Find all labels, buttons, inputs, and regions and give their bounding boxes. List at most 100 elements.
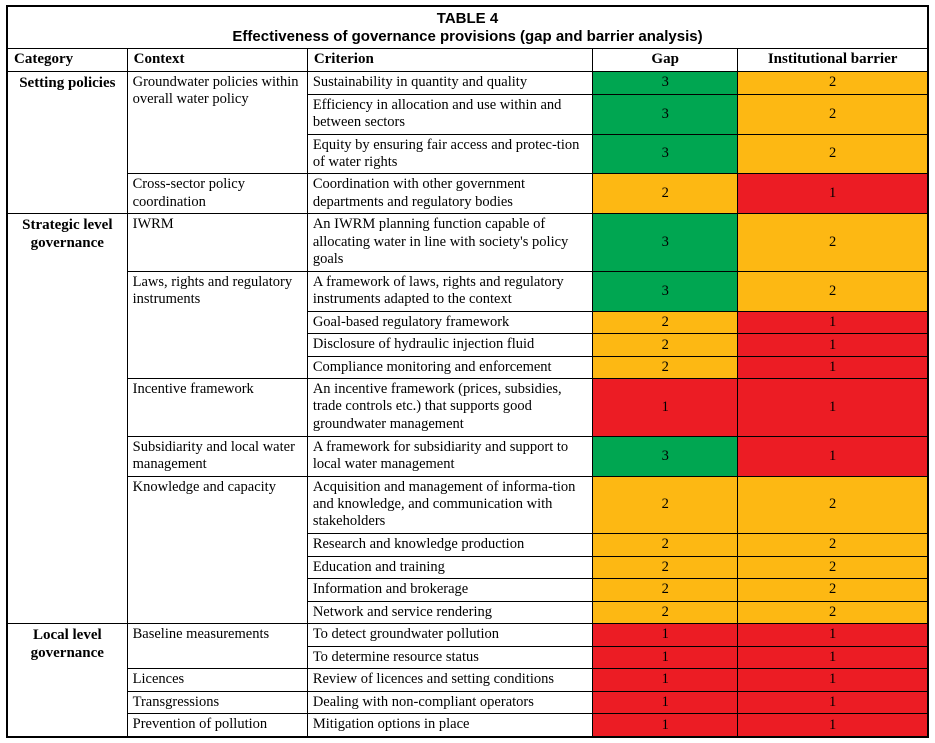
criterion-cell: Information and brokerage (306, 578, 594, 602)
table-row: Strategic level governance IWRM An IWRM pl… (6, 213, 929, 625)
institutional-barrier-score-cell: 2 (737, 555, 929, 580)
table-row: Laws, rights and regulatory instruments A… (7, 270, 929, 380)
table-row: Setting policies Groundwater policies wit… (6, 71, 929, 215)
table-number: TABLE 4 (436, 10, 499, 27)
gap-score-cell: 3 (592, 133, 739, 175)
table-row: Transgressions Dealing with non-compliant… (7, 690, 929, 715)
context-cell: IWRM (126, 213, 308, 272)
gap-score-cell: 1 (592, 713, 739, 738)
institutional-barrier-score-cell: 2 (737, 533, 929, 557)
institutional-barrier-score-cell: 1 (737, 435, 929, 477)
category-cell: Local level governance (6, 623, 128, 738)
context-cell: Laws, rights and regulatory instruments (126, 270, 308, 380)
category-cell: Setting policies (6, 71, 128, 215)
institutional-barrier-score-cell: 2 (737, 475, 929, 535)
gap-score-cell: 1 (592, 623, 739, 647)
table-body: Setting policies Groundwater policies wit… (6, 71, 929, 738)
criterion-cell: Network and service rendering (306, 600, 594, 625)
criterion-cell: Education and training (306, 555, 594, 580)
criterion-cell: Mitigation options in place (306, 713, 594, 738)
gap-score-cell: 3 (592, 213, 739, 272)
gap-score-cell: 2 (592, 555, 739, 580)
table-row: Subsidiarity and local water management A… (7, 435, 929, 477)
col-header-context: Context (126, 48, 308, 73)
criterion-cell: Disclosure of hydraulic injection fluid (306, 333, 594, 357)
gap-score-cell: 1 (592, 668, 739, 692)
gap-score-cell: 1 (592, 378, 739, 437)
table-title: Effectiveness of governance provisions (… (232, 27, 703, 45)
institutional-barrier-score-cell: 1 (737, 713, 929, 738)
table-row: Network and service rendering 2 2 (7, 600, 929, 625)
criterion-cell: Review of licences and setting condition… (306, 668, 594, 692)
institutional-barrier-score-cell: 2 (737, 270, 929, 312)
context-cell: Groundwater policies within overall wate… (126, 71, 308, 175)
table-row: Incentive framework An incentive framewor… (7, 378, 929, 437)
category-cell: Strategic level governance (6, 213, 128, 625)
institutional-barrier-score-cell: 1 (737, 668, 929, 692)
institutional-barrier-score-cell: 2 (737, 213, 929, 272)
table-row: To determine resource status 1 1 (7, 645, 929, 670)
table-row: Licences Review of licences and setting c… (7, 668, 929, 692)
criterion-cell: Goal-based regulatory framework (306, 310, 594, 335)
gap-score-cell: 3 (592, 93, 739, 135)
criterion-cell: A framework of laws, rights and regulato… (306, 270, 594, 312)
gap-score-cell: 2 (592, 310, 739, 335)
criterion-cell: Sustainability in quantity and quality (306, 71, 594, 95)
context-cell: Cross-sector policy coordination (126, 173, 308, 215)
gap-score-cell: 3 (592, 270, 739, 312)
col-header-category: Category (6, 48, 128, 73)
gap-score-cell: 2 (592, 173, 739, 215)
context-cell: Incentive framework (126, 378, 308, 437)
gap-score-cell: 3 (592, 435, 739, 477)
context-cell: Knowledge and capacity (126, 475, 308, 625)
criterion-cell: Coordination with other government depar… (306, 173, 594, 215)
institutional-barrier-score-cell: 2 (737, 93, 929, 135)
institutional-barrier-score-cell: 1 (737, 310, 929, 335)
col-header-gap: Gap (592, 48, 739, 73)
gap-score-cell: 2 (592, 333, 739, 357)
criterion-cell: An incentive framework (prices, subsidie… (306, 378, 594, 437)
context-cell: Baseline measurements (126, 623, 308, 670)
gap-score-cell: 1 (592, 645, 739, 670)
context-cell: Licences (126, 668, 308, 692)
criterion-cell: A framework for subsidiarity and support… (306, 435, 594, 477)
institutional-barrier-score-cell: 1 (737, 645, 929, 670)
table-row: Equity by ensuring fair access and prote… (7, 133, 929, 175)
col-header-institutional-barrier: Institutional barrier (737, 48, 929, 73)
table-row: Efficiency in allocation and use within … (7, 93, 929, 135)
institutional-barrier-score-cell: 1 (737, 623, 929, 647)
table-row: Education and training 2 2 (7, 555, 929, 580)
institutional-barrier-score-cell: 1 (737, 378, 929, 437)
criterion-cell: Acquisition and management of informa-ti… (306, 475, 594, 535)
gap-score-cell: 1 (592, 690, 739, 715)
institutional-barrier-score-cell: 1 (737, 690, 929, 715)
table-row: Knowledge and capacity Acquisition and ma… (7, 475, 929, 625)
table-row: Local level governance Baseline measureme… (6, 623, 929, 738)
gap-score-cell: 2 (592, 578, 739, 602)
criterion-cell: Dealing with non-compliant operators (306, 690, 594, 715)
institutional-barrier-score-cell: 2 (737, 578, 929, 602)
table-row: Disclosure of hydraulic injection fluid 2… (7, 333, 929, 357)
context-cell: Transgressions (126, 690, 308, 715)
gap-score-cell: 2 (592, 600, 739, 625)
criterion-cell: To determine resource status (306, 645, 594, 670)
criterion-cell: Efficiency in allocation and use within … (306, 93, 594, 135)
context-cell: Subsidiarity and local water management (126, 435, 308, 477)
institutional-barrier-score-cell: 1 (737, 333, 929, 357)
gap-score-cell: 2 (592, 355, 739, 380)
col-header-criterion: Criterion (306, 48, 594, 73)
criterion-cell: Compliance monitoring and enforcement (306, 355, 594, 380)
institutional-barrier-score-cell: 2 (737, 71, 929, 95)
table-row: Cross-sector policy coordination Coordina… (7, 173, 929, 215)
institutional-barrier-score-cell: 2 (737, 600, 929, 625)
gap-score-cell: 2 (592, 533, 739, 557)
table-title-block: TABLE 4 Effectiveness of governance prov… (6, 5, 929, 50)
criterion-cell: Equity by ensuring fair access and prote… (306, 133, 594, 175)
table-row: Research and knowledge production 2 2 (7, 533, 929, 557)
gap-score-cell: 3 (592, 71, 739, 95)
title-row: TABLE 4 Effectiveness of governance prov… (6, 5, 929, 50)
criterion-cell: Research and knowledge production (306, 533, 594, 557)
governance-effectiveness-table: TABLE 4 Effectiveness of governance prov… (6, 5, 929, 738)
column-header-row: Category Context Criterion Gap Instituti… (6, 48, 929, 73)
